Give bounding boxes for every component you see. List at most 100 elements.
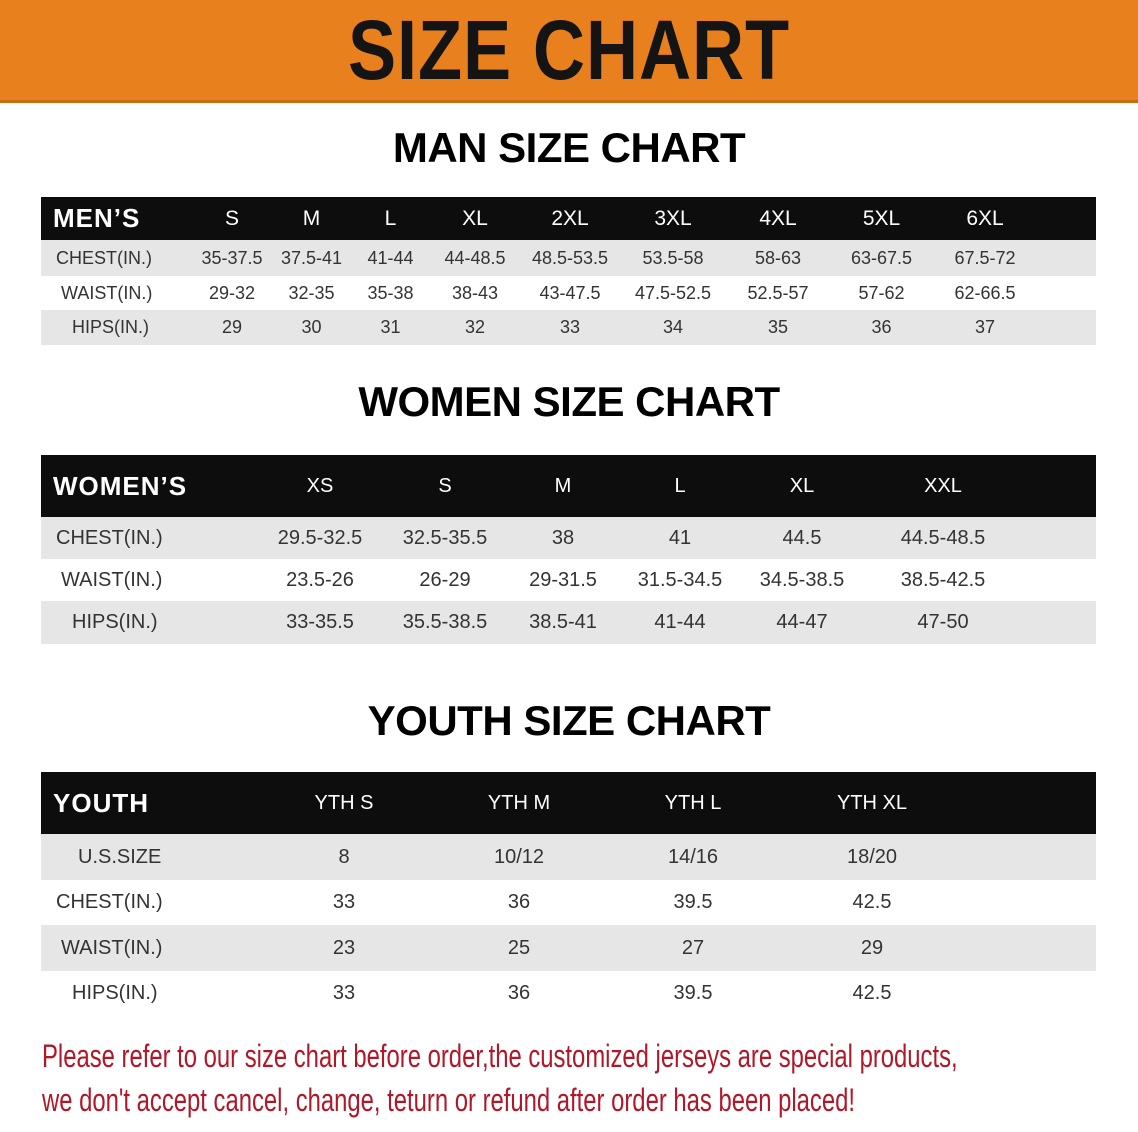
men-table: MEN’S S M L XL 2XL 3XL 4XL 5XL 6XL CHEST(IN.) 35-37… bbox=[41, 197, 1096, 345]
table-row: WAIST(IN.) 23 25 27 29 bbox=[41, 925, 1096, 971]
cell: 67.5-72 bbox=[954, 247, 1016, 268]
cell: 36 bbox=[507, 982, 531, 1004]
cell: 62-66.5 bbox=[954, 282, 1016, 303]
cell: 29.5-32.5 bbox=[277, 526, 363, 549]
size-header: 3XL bbox=[654, 206, 692, 230]
youth-table: YOUTH YTH S YTH M YTH L YTH XL U.S.SIZE 8 10/12… bbox=[41, 772, 1096, 1016]
cell: 26-29 bbox=[419, 568, 471, 591]
size-header: M bbox=[302, 206, 321, 230]
row-label: CHEST(IN.) bbox=[56, 891, 163, 913]
cell: 23.5-26 bbox=[286, 568, 354, 591]
cell: 57-62 bbox=[858, 282, 905, 303]
table-header-row: MEN’S S M L XL 2XL 3XL 4XL 5XL 6XL bbox=[41, 197, 1096, 240]
cell: 33 bbox=[559, 317, 581, 337]
size-header: L bbox=[384, 206, 397, 230]
cell: 27 bbox=[681, 936, 705, 959]
table-row: HIPS(IN.) 29 30 31 32 33 34 35 36 37 bbox=[41, 310, 1096, 345]
cell: 33-35.5 bbox=[286, 611, 354, 633]
cell: 36 bbox=[507, 891, 531, 913]
cell: 31 bbox=[380, 317, 401, 337]
cell: 33 bbox=[332, 982, 356, 1004]
cell: 34.5-38.5 bbox=[759, 568, 845, 591]
row-label: CHEST(IN.) bbox=[56, 247, 152, 268]
cell: 44-47 bbox=[776, 611, 828, 633]
cell: 38.5-41 bbox=[529, 611, 597, 633]
row-label: CHEST(IN.) bbox=[56, 526, 163, 549]
table-row: WAIST(IN.) 23.5-26 26-29 29-31.5 31.5-34.5 34… bbox=[41, 559, 1096, 601]
size-header: 6XL bbox=[966, 206, 1004, 230]
page-title: SIZE CHART bbox=[347, 3, 791, 97]
cell: 29-31.5 bbox=[529, 568, 597, 591]
notice-line-2: we don't accept cancel, change, teturn o… bbox=[42, 1082, 855, 1118]
header-label: WOMEN’S bbox=[53, 470, 188, 501]
size-header: S bbox=[438, 474, 452, 497]
cell: 47.5-52.5 bbox=[634, 282, 712, 303]
size-header: YTH XL bbox=[836, 791, 908, 814]
size-header: YTH M bbox=[487, 791, 551, 814]
cell: 39.5 bbox=[673, 982, 713, 1004]
cell: 41-44 bbox=[654, 611, 706, 633]
banner: SIZE CHART bbox=[0, 0, 1138, 103]
cell: 8 bbox=[338, 845, 350, 868]
table-row: HIPS(IN.) 33 36 39.5 42.5 bbox=[41, 971, 1096, 1016]
size-header: 2XL bbox=[551, 206, 589, 230]
cell: 23 bbox=[332, 936, 356, 959]
cell: 52.5-57 bbox=[747, 282, 809, 303]
row-label: HIPS(IN.) bbox=[72, 317, 150, 337]
men-title: MAN SIZE CHART bbox=[392, 124, 746, 171]
cell: 36 bbox=[871, 317, 892, 337]
table-header-row: YOUTH YTH S YTH M YTH L YTH XL bbox=[41, 772, 1096, 834]
cell: 41-44 bbox=[367, 247, 414, 268]
size-header: YTH L bbox=[664, 791, 722, 814]
table-row: CHEST(IN.) 33 36 39.5 42.5 bbox=[41, 880, 1096, 925]
row-label: U.S.SIZE bbox=[78, 845, 162, 868]
cell: 35-37.5 bbox=[201, 247, 263, 268]
table-row: CHEST(IN.) 35-37.5 37.5-41 41-44 44-48.5 48.5… bbox=[41, 240, 1096, 276]
cell: 35-38 bbox=[367, 282, 414, 303]
cell: 37 bbox=[974, 317, 996, 337]
cell: 14/16 bbox=[667, 845, 719, 868]
cell: 33 bbox=[332, 891, 356, 913]
cell: 35 bbox=[767, 317, 789, 337]
size-header: 4XL bbox=[759, 206, 797, 230]
cell: 42.5 bbox=[852, 891, 892, 913]
cell: 44.5 bbox=[782, 526, 822, 549]
table-row: CHEST(IN.) 29.5-32.5 32.5-35.5 38 41 44.5 44.5… bbox=[41, 517, 1096, 559]
cell: 41 bbox=[668, 526, 692, 549]
cell: 29 bbox=[221, 317, 243, 337]
size-header: L bbox=[674, 474, 686, 497]
size-header: M bbox=[554, 474, 572, 497]
row-label: WAIST(IN.) bbox=[61, 282, 153, 303]
size-header: XL bbox=[789, 474, 815, 497]
cell: 44.5-48.5 bbox=[900, 526, 986, 549]
cell: 53.5-58 bbox=[642, 247, 704, 268]
women-title: WOMEN SIZE CHART bbox=[358, 378, 780, 425]
cell: 18/20 bbox=[846, 845, 898, 868]
table-row: HIPS(IN.) 33-35.5 35.5-38.5 38.5-41 41-44 44-… bbox=[41, 601, 1096, 644]
cell: 30 bbox=[301, 317, 322, 337]
cell: 58-63 bbox=[754, 247, 802, 268]
size-header: 5XL bbox=[862, 206, 901, 230]
cell: 48.5-53.5 bbox=[531, 247, 609, 268]
table-row: U.S.SIZE 8 10/12 14/16 18/20 bbox=[41, 834, 1096, 880]
cell: 38.5-42.5 bbox=[900, 568, 986, 591]
cell: 38-43 bbox=[451, 282, 499, 303]
cell: 63-67.5 bbox=[850, 247, 913, 268]
cell: 29-32 bbox=[208, 282, 256, 303]
cell: 38 bbox=[551, 526, 575, 549]
size-header: S bbox=[224, 206, 239, 230]
cell: 31.5-34.5 bbox=[637, 568, 723, 591]
row-label: HIPS(IN.) bbox=[72, 611, 158, 633]
header-label: YOUTH bbox=[53, 787, 149, 818]
cell: 42.5 bbox=[852, 982, 892, 1004]
table-header-row: WOMEN’S XS S M L XL XXL bbox=[41, 455, 1096, 517]
size-header: XXL bbox=[924, 474, 962, 497]
women-table: WOMEN’S XS S M L XL XXL CHEST(IN.) 29.5-32.5 32.5… bbox=[41, 455, 1096, 644]
cell: 32-35 bbox=[288, 282, 335, 303]
cell: 37.5-41 bbox=[280, 247, 343, 268]
size-header: XL bbox=[462, 206, 488, 230]
notice-line-1: Please refer to our size chart before or… bbox=[42, 1038, 958, 1074]
cell: 32 bbox=[464, 317, 486, 337]
row-label: WAIST(IN.) bbox=[61, 568, 163, 591]
cell: 43-47.5 bbox=[539, 282, 601, 303]
